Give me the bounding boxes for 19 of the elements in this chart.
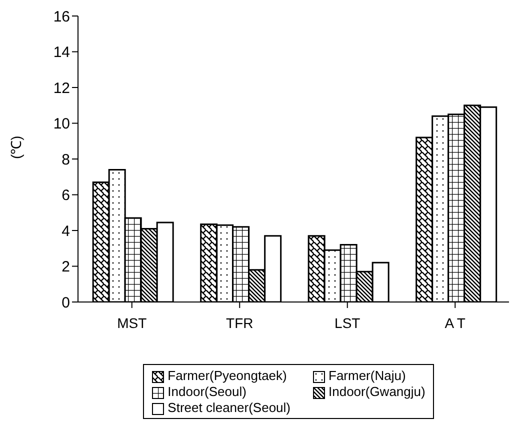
y-tick-label: 4 [62, 222, 70, 240]
y-tick-label: 6 [62, 187, 70, 204]
legend-label: Street cleaner(Seoul) [166, 400, 290, 415]
legend-label: Indoor(Seoul) [166, 384, 248, 399]
y-tick-label: 12 [53, 80, 70, 97]
legend-label: Indoor(Gwangju) [328, 384, 426, 399]
y-tick-label: 0 [62, 294, 70, 312]
y-axis-title: (℃) [8, 136, 24, 159]
y-tick-label: 14 [53, 44, 70, 62]
y-tick-label: 8 [62, 151, 70, 168]
legend-label: Farmer(Pyeongtaek) [166, 368, 288, 383]
legend-label: Farmer(Naju) [328, 368, 407, 383]
y-tick-label: 16 [53, 8, 70, 26]
x-tick-label: A T [444, 314, 466, 331]
y-tick-label: 10 [53, 116, 70, 133]
x-tick-label: LST [334, 314, 361, 331]
y-tick-label: 2 [62, 258, 70, 276]
x-tick-label: TFR [226, 314, 254, 331]
x-tick-label: MST [117, 314, 148, 331]
